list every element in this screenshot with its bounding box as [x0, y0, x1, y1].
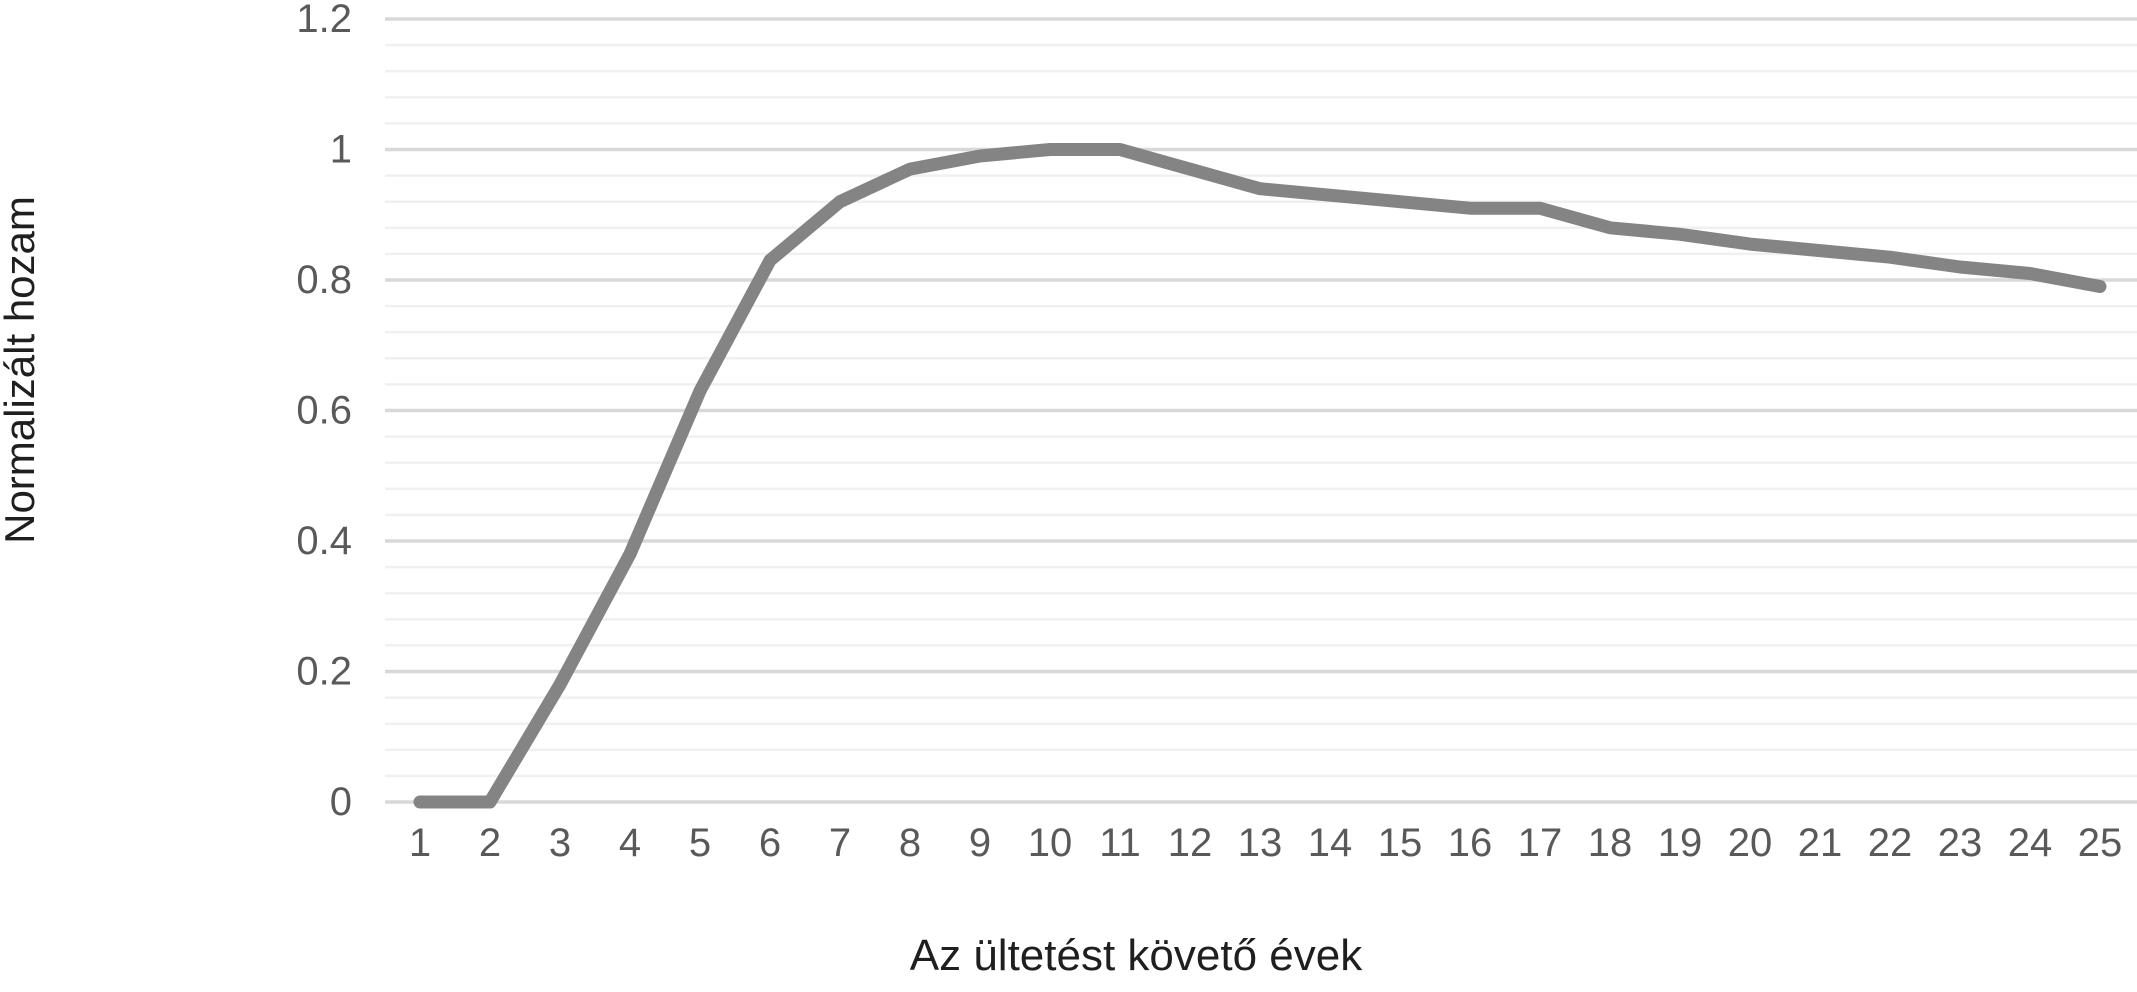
x-tick-label: 24: [2008, 821, 2053, 865]
x-tick-label: 23: [1938, 821, 1983, 865]
y-axis-title: Normalizált hozam: [0, 196, 43, 544]
y-tick-label: 0.4: [296, 519, 352, 563]
y-tick-label: 0: [330, 780, 352, 824]
x-tick-label: 12: [1168, 821, 1213, 865]
y-tick-label: 1.2: [296, 0, 352, 41]
x-tick-label: 2: [479, 821, 501, 865]
y-tick-label: 0.8: [296, 258, 352, 302]
x-tick-label: 5: [689, 821, 711, 865]
x-tick-label: 1: [409, 821, 431, 865]
x-tick-label: 9: [969, 821, 991, 865]
x-tick-label: 16: [1448, 821, 1493, 865]
y-tick-label: 0.6: [296, 389, 352, 433]
x-tick-label: 18: [1588, 821, 1633, 865]
y-tick-label: 1: [330, 128, 352, 172]
x-tick-label: 8: [899, 821, 921, 865]
x-tick-label: 13: [1238, 821, 1283, 865]
x-tick-label: 14: [1308, 821, 1353, 865]
x-tick-label: 21: [1798, 821, 1843, 865]
x-tick-label: 20: [1728, 821, 1773, 865]
x-tick-label: 6: [759, 821, 781, 865]
x-tick-label: 22: [1868, 821, 1913, 865]
x-tick-label: 3: [549, 821, 571, 865]
x-tick-label: 17: [1518, 821, 1563, 865]
x-tick-label: 4: [619, 821, 641, 865]
gridlines: [385, 17, 2137, 804]
x-tick-label: 10: [1028, 821, 1073, 865]
y-tick-labels: 0 0.2 0.4 0.6 0.8 1 1.2: [296, 0, 352, 824]
x-tick-label: 25: [2078, 821, 2123, 865]
x-tick-label: 15: [1378, 821, 1423, 865]
x-tick-label: 7: [829, 821, 851, 865]
x-tick-label: 11: [1099, 821, 1141, 865]
x-axis-title: Az ültetést követő évek: [909, 931, 1363, 980]
x-tick-labels: 1 2 3 4 5 6 7 8 9 10 11 12 13 14 15 16 17 18 19 20 21 22 23 24 2…: [409, 821, 2122, 865]
x-tick-label: 19: [1658, 821, 1703, 865]
series-line: [413, 143, 2107, 809]
y-tick-label: 0.2: [296, 650, 352, 694]
